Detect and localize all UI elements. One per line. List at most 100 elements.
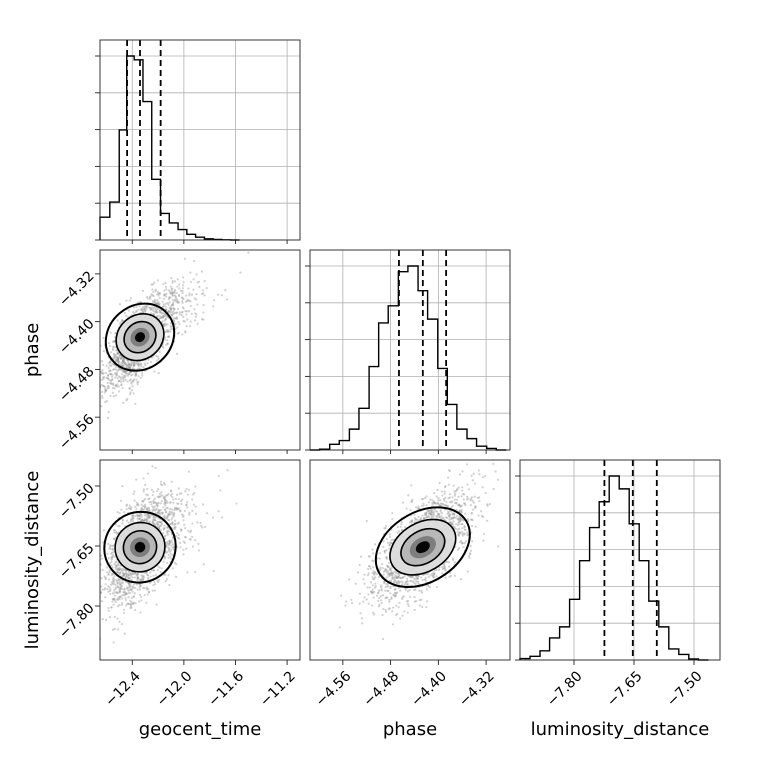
scatter-point: [447, 483, 450, 486]
scatter-point: [121, 364, 125, 367]
scatter-point: [182, 540, 185, 543]
scatter-point: [135, 583, 138, 586]
scatter-point: [431, 574, 434, 578]
scatter-point: [171, 294, 174, 297]
scatter-point: [172, 309, 175, 313]
scatter-point: [177, 487, 180, 490]
scatter-point: [480, 510, 483, 513]
scatter-point: [187, 488, 191, 491]
scatter-point: [106, 417, 110, 420]
scatter-point: [116, 358, 120, 361]
scatter-point: [122, 608, 126, 611]
scatter-point: [461, 530, 464, 533]
scatter-point: [159, 508, 162, 512]
scatter-point: [169, 501, 172, 504]
scatter-point: [149, 295, 152, 298]
scatter-point: [129, 508, 133, 511]
scatter-point: [110, 381, 113, 385]
scatter-point: [121, 363, 124, 366]
scatter-point: [166, 330, 169, 333]
scatter-point: [115, 580, 119, 583]
scatter-point: [135, 573, 138, 576]
scatter-point: [123, 370, 126, 374]
scatter-point: [121, 574, 125, 578]
scatter-point: [171, 303, 174, 306]
scatter-point: [119, 564, 122, 567]
scatter-point: [139, 584, 142, 588]
scatter-point: [172, 501, 175, 504]
scatter-point: [132, 602, 135, 605]
scatter-point: [413, 577, 416, 580]
scatter-point: [166, 516, 169, 519]
scatter-point: [175, 508, 178, 511]
scatter-point: [421, 497, 425, 501]
scatter-point: [161, 320, 164, 323]
scatter-point: [403, 610, 406, 613]
scatter-point: [174, 298, 177, 301]
histogram-phase: [310, 265, 507, 451]
scatter-point: [127, 592, 130, 595]
scatter-point: [132, 306, 136, 309]
scatter-point: [157, 307, 160, 310]
scatter-point: [107, 578, 111, 581]
scatter-point: [125, 574, 128, 577]
scatter-point: [179, 528, 182, 531]
scatter-point: [158, 513, 162, 516]
scatter-point: [452, 525, 455, 528]
scatter-point: [130, 506, 133, 509]
scatter-point: [100, 370, 103, 373]
scatter-point: [172, 514, 176, 518]
scatter-point: [140, 503, 143, 506]
scatter-point: [173, 508, 176, 512]
scatter-point: [406, 580, 409, 583]
scatter-point: [140, 308, 144, 311]
scatter-point: [388, 544, 391, 547]
scatter-point: [138, 600, 141, 603]
scatter-point: [153, 518, 156, 522]
scatter-point: [128, 573, 131, 576]
scatter-point: [127, 589, 130, 592]
scatter-point: [163, 515, 166, 518]
scatter-point: [136, 517, 139, 520]
scatter-point: [123, 311, 127, 315]
scatter-point: [450, 510, 453, 513]
scatter-point: [474, 505, 477, 508]
scatter-point: [422, 517, 426, 520]
scatter-point: [147, 498, 150, 501]
scatter-point: [177, 293, 181, 296]
scatter-point: [172, 304, 175, 307]
scatter-point: [145, 516, 148, 519]
scatter-point: [459, 504, 462, 508]
scatter-point: [135, 373, 138, 376]
scatter-point: [390, 596, 393, 599]
scatter-point: [156, 279, 159, 282]
scatter-point: [458, 541, 462, 544]
scatter-point: [133, 360, 136, 364]
panel-content: [100, 251, 250, 420]
scatter-point: [106, 571, 109, 574]
scatter-point: [197, 542, 200, 545]
scatter-point: [121, 361, 124, 364]
scatter-point: [444, 568, 447, 571]
scatter-point: [120, 584, 124, 588]
scatter-point: [110, 544, 114, 547]
scatter-point: [152, 569, 156, 572]
scatter-point: [169, 330, 172, 333]
scatter-point: [171, 302, 175, 306]
scatter-point: [423, 578, 426, 581]
scatter-point: [161, 512, 164, 515]
scatter-point: [172, 312, 175, 316]
scatter-point: [200, 270, 204, 273]
scatter-point: [124, 596, 127, 600]
scatter-point: [181, 498, 184, 501]
scatter-point: [457, 486, 460, 489]
scatter-point: [135, 501, 139, 504]
scatter-point: [167, 556, 170, 559]
scatter-point: [213, 299, 216, 302]
scatter-point: [371, 571, 374, 575]
scatter-point: [113, 537, 116, 540]
scatter-point: [145, 519, 148, 522]
scatter-point: [150, 283, 153, 286]
scatter-point: [366, 574, 370, 577]
scatter-point: [133, 364, 136, 367]
